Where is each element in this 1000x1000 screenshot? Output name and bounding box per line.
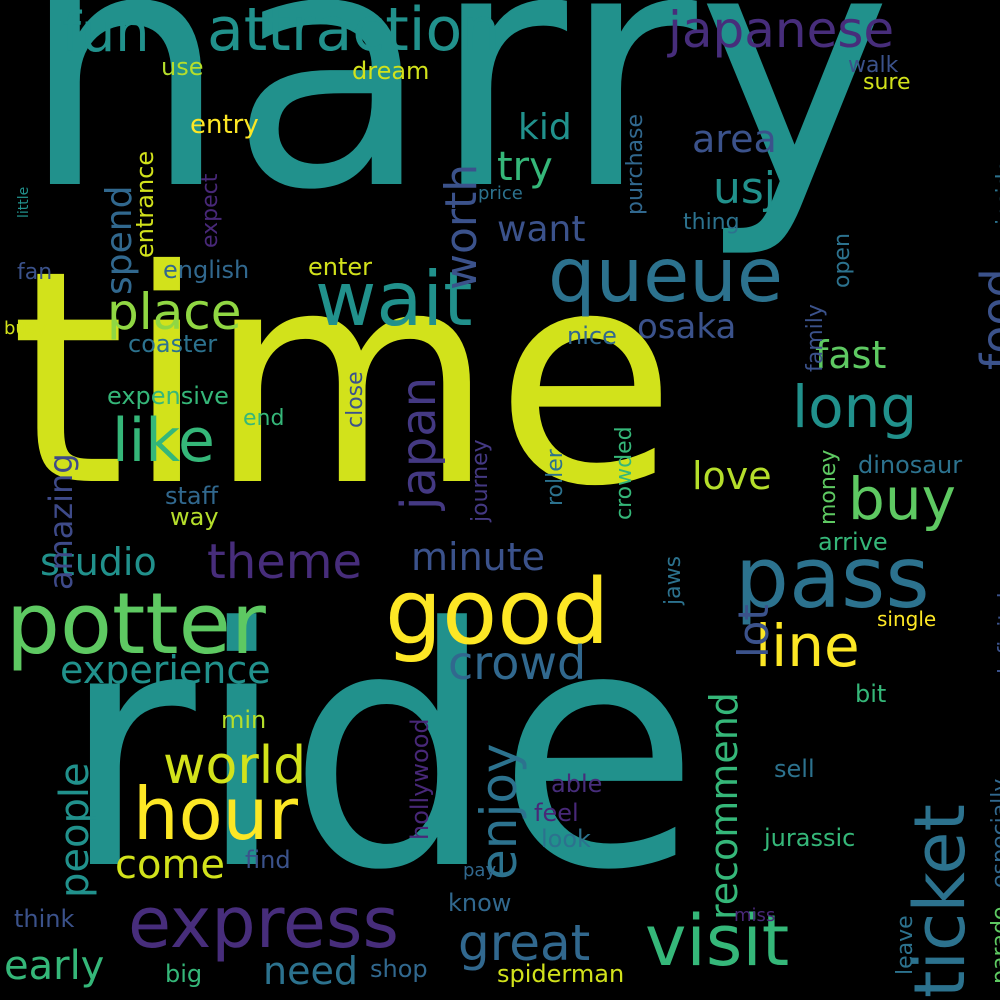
word-like: like — [112, 406, 215, 476]
word-think: think — [14, 905, 75, 933]
word-jaws: jaws — [661, 555, 686, 605]
word-potter: potter — [6, 575, 266, 674]
word-miss: miss — [734, 905, 776, 926]
word-roller: roller — [543, 449, 568, 506]
word-crowded: crowded — [612, 426, 637, 520]
word-entry: entry — [190, 110, 259, 140]
word-expect: expect — [198, 173, 223, 248]
word-know: know — [448, 889, 512, 917]
word-spiderman: spiderman — [497, 960, 625, 988]
word-recommend: recommend — [702, 692, 746, 920]
word-staff: staff — [165, 482, 219, 510]
word-express: express — [128, 882, 399, 964]
word-place: place — [107, 283, 242, 341]
word-queue: queue — [548, 231, 783, 319]
word-family: family — [803, 304, 828, 372]
word-look: look — [541, 825, 591, 853]
word-fan: fan — [17, 260, 53, 285]
word-minute: minute — [411, 535, 546, 579]
word-kid: kid — [518, 107, 572, 148]
word-harry: harry — [20, 0, 893, 262]
word-busy: busy — [4, 318, 47, 339]
word-close: close — [343, 371, 368, 428]
word-experience: experience — [60, 648, 271, 692]
word-ride: ride — [60, 558, 700, 942]
word-feel: feel — [534, 799, 579, 827]
word-crowd: crowd — [448, 636, 587, 690]
word-pay: pay — [463, 860, 497, 881]
word-min: min — [221, 706, 267, 734]
word-early: early — [4, 943, 105, 989]
word-area: area — [692, 117, 777, 161]
word-hour: hour — [133, 772, 298, 856]
word-need: need — [263, 949, 358, 993]
word-end: end — [243, 406, 285, 431]
word-especially: especially — [988, 778, 1000, 888]
word-buy: buy — [848, 465, 956, 533]
word-long: long — [792, 373, 918, 441]
word-attraction: attraction — [207, 0, 501, 65]
word-sure: sure — [863, 70, 911, 95]
word-single: single — [877, 607, 937, 631]
word-arrive: arrive — [818, 528, 888, 556]
word-entrance: entrance — [131, 150, 159, 258]
word-people: people — [52, 762, 98, 898]
word-fast: fast — [815, 333, 887, 377]
word-want: want — [497, 209, 586, 250]
word-thing: thing — [683, 210, 740, 235]
word-inside: inside — [993, 159, 1000, 225]
word-try: try — [497, 144, 553, 190]
word-fun: fun — [62, 1, 150, 64]
word-time: time — [10, 207, 677, 551]
word-parade: parade — [988, 906, 1000, 984]
word-little: little — [16, 186, 32, 218]
word-open: open — [830, 233, 855, 288]
word-amazing: amazing — [42, 453, 80, 590]
word-food: food — [971, 268, 1000, 370]
word-world: world — [163, 736, 307, 796]
word-dinosaur: dinosaur — [858, 451, 963, 479]
word-lot: lot — [729, 604, 778, 658]
word-studio: studio — [40, 540, 157, 584]
word-pass: pass — [735, 529, 930, 628]
word-find: find — [245, 846, 291, 874]
word-visit: visit — [645, 900, 790, 982]
word-able: able — [551, 770, 603, 798]
word-purchase: purchase — [623, 114, 648, 215]
word-wait: wait — [315, 255, 473, 343]
word-nice: nice — [567, 322, 617, 350]
word-walk: walk — [848, 53, 899, 78]
word-theme: theme — [207, 534, 363, 590]
word-expensive: expensive — [107, 382, 229, 410]
word-great: great — [458, 914, 591, 972]
word-leave: leave — [893, 915, 918, 975]
word-shop: shop — [370, 955, 428, 983]
word-bit: bit — [855, 680, 887, 708]
word-big: big — [165, 960, 203, 988]
word-journey: journey — [468, 439, 493, 522]
word-way: way — [170, 503, 219, 531]
word-love: love — [692, 454, 772, 498]
word-japan: japan — [391, 376, 447, 510]
word-enter: enter — [308, 253, 373, 281]
word-sell: sell — [774, 755, 815, 783]
word-money: money — [816, 449, 841, 525]
word-come: come — [115, 842, 226, 888]
word-good: good — [385, 560, 610, 665]
word-line: line — [755, 612, 860, 680]
word-coaster: coaster — [128, 330, 218, 358]
word-use: use — [161, 53, 204, 81]
word-jurassic: jurassic — [764, 824, 856, 852]
word-japanese: japanese — [668, 1, 895, 59]
word-dream: dream — [352, 57, 430, 85]
word-hollywood: hollywood — [406, 718, 434, 840]
word-english: english — [163, 256, 250, 284]
word-price: price — [478, 183, 523, 204]
word-usj: usj — [713, 163, 777, 214]
word-osaka: osaka — [637, 307, 737, 347]
